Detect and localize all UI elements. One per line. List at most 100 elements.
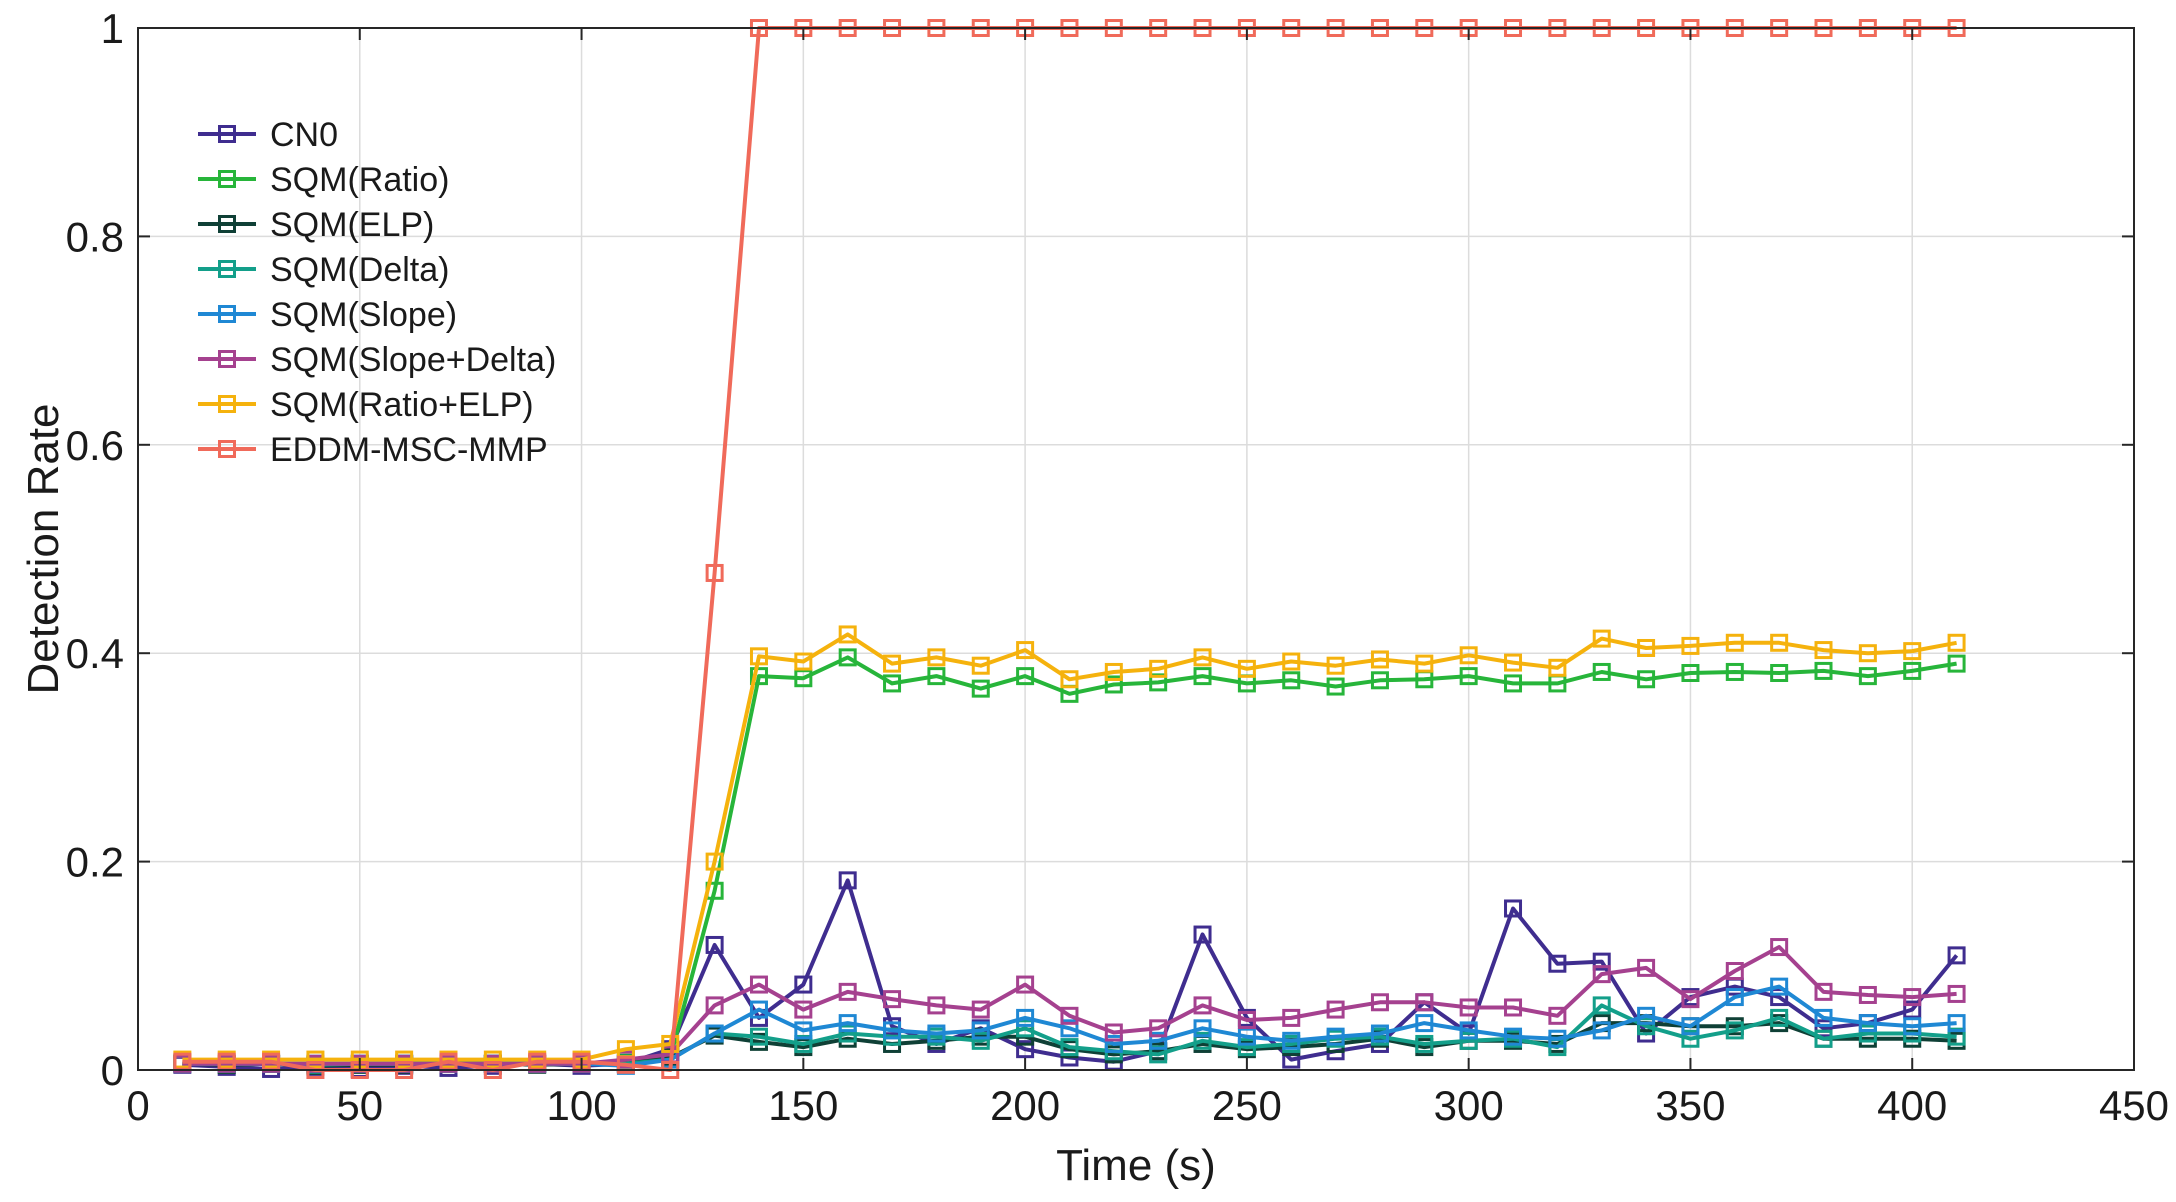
plot-frame xyxy=(137,27,2135,1071)
data-point xyxy=(749,667,768,686)
data-point xyxy=(838,1024,857,1043)
data-point xyxy=(1592,996,1611,1015)
data-point xyxy=(1770,663,1789,682)
data-point xyxy=(838,982,857,1001)
data-point xyxy=(1814,1008,1833,1027)
legend-marker xyxy=(218,260,236,278)
data-point xyxy=(1415,1034,1434,1053)
data-point xyxy=(1016,1040,1035,1059)
x-tick-label: 300 xyxy=(1434,1082,1504,1129)
legend-item: EDDM-MSC-MMP xyxy=(198,431,548,469)
data-point xyxy=(838,625,857,644)
data-point xyxy=(1947,984,1966,1003)
data-point xyxy=(794,652,813,671)
data-point xyxy=(1725,662,1744,681)
data-point xyxy=(1903,1017,1922,1036)
data-point xyxy=(1681,1017,1700,1036)
data-point xyxy=(794,1000,813,1019)
data-point xyxy=(1504,998,1523,1017)
data-point xyxy=(1016,1019,1035,1038)
legend-label: SQM(Slope) xyxy=(270,296,457,334)
legend-label: EDDM-MSC-MMP xyxy=(270,431,548,469)
data-point xyxy=(971,656,990,675)
data-point xyxy=(1858,985,1877,1004)
data-point xyxy=(1637,1006,1656,1025)
data-point xyxy=(1504,899,1523,918)
data-point xyxy=(794,669,813,688)
legend-item: SQM(Slope+Delta) xyxy=(198,341,556,379)
data-point xyxy=(1725,1021,1744,1040)
data-point xyxy=(1193,925,1212,944)
data-point xyxy=(971,1031,990,1050)
data-point xyxy=(1193,1031,1212,1050)
data-point xyxy=(1858,1024,1877,1043)
series-group xyxy=(173,19,1966,1079)
x-tick-label: 0 xyxy=(126,1082,149,1129)
data-point xyxy=(1459,667,1478,686)
data-point xyxy=(1637,638,1656,657)
data-point xyxy=(1592,629,1611,648)
data-point xyxy=(1592,662,1611,681)
legend-item: SQM(Ratio+ELP) xyxy=(198,386,534,424)
x-tick-label: 250 xyxy=(1212,1082,1282,1129)
data-point xyxy=(883,654,902,673)
data-point xyxy=(1770,1008,1789,1027)
x-tick-label: 200 xyxy=(990,1082,1060,1129)
data-point xyxy=(1193,1019,1212,1038)
data-point xyxy=(1237,1027,1256,1046)
data-point xyxy=(1326,1000,1345,1019)
data-point xyxy=(1326,1027,1345,1046)
data-point xyxy=(1770,938,1789,957)
data-point xyxy=(1681,990,1700,1009)
legend-item: SQM(Ratio) xyxy=(198,161,449,199)
y-tick-label: 0 xyxy=(101,1047,124,1094)
data-point xyxy=(1548,954,1567,973)
data-point xyxy=(1637,1017,1656,1036)
data-point xyxy=(395,1050,414,1069)
data-point xyxy=(1681,1029,1700,1048)
data-point xyxy=(1415,654,1434,673)
data-point xyxy=(1548,1006,1567,1025)
data-point xyxy=(705,996,724,1015)
data-point xyxy=(1459,646,1478,665)
data-point xyxy=(1370,650,1389,669)
legend-label: CN0 xyxy=(270,116,338,154)
data-point xyxy=(1858,644,1877,663)
data-point xyxy=(1637,670,1656,689)
data-point xyxy=(705,563,724,582)
data-point xyxy=(1237,1038,1256,1057)
data-point xyxy=(971,1000,990,1019)
data-point xyxy=(883,1021,902,1040)
legend-marker xyxy=(218,440,236,458)
legend-marker xyxy=(218,395,236,413)
x-tick-label: 50 xyxy=(336,1082,383,1129)
legend-marker xyxy=(218,350,236,368)
legend-label: SQM(Delta) xyxy=(270,251,449,289)
y-axis-title: Detection Rate xyxy=(19,403,68,694)
data-point xyxy=(705,852,724,871)
legend-item: SQM(Delta) xyxy=(198,251,449,289)
data-point xyxy=(705,1024,724,1043)
data-point xyxy=(1725,988,1744,1007)
legend-label: SQM(ELP) xyxy=(270,206,434,244)
data-point xyxy=(1947,633,1966,652)
legend-marker xyxy=(218,305,236,323)
x-tick-label: 100 xyxy=(547,1082,617,1129)
series-line xyxy=(182,945,1957,1066)
series-line xyxy=(182,632,1957,1062)
data-point xyxy=(1370,671,1389,690)
data-point xyxy=(1149,1019,1168,1038)
data-point xyxy=(1016,975,1035,994)
x-tick-label: 450 xyxy=(2099,1082,2169,1129)
axis-ticks: 0 50 100 150 200 250 300 350 400 450 0 0.2 0.4 0.6 0.8… xyxy=(66,5,2169,1129)
data-point xyxy=(1060,1019,1079,1038)
data-point xyxy=(1193,648,1212,667)
x-axis-title: Time (s) xyxy=(1056,1141,1216,1190)
data-point xyxy=(749,647,768,666)
series-SQM(Ratio+ELP) xyxy=(173,625,1966,1069)
data-point xyxy=(1060,1006,1079,1025)
y-tick-label: 1 xyxy=(101,5,124,52)
data-point xyxy=(1548,1029,1567,1048)
data-point xyxy=(1016,1008,1035,1027)
